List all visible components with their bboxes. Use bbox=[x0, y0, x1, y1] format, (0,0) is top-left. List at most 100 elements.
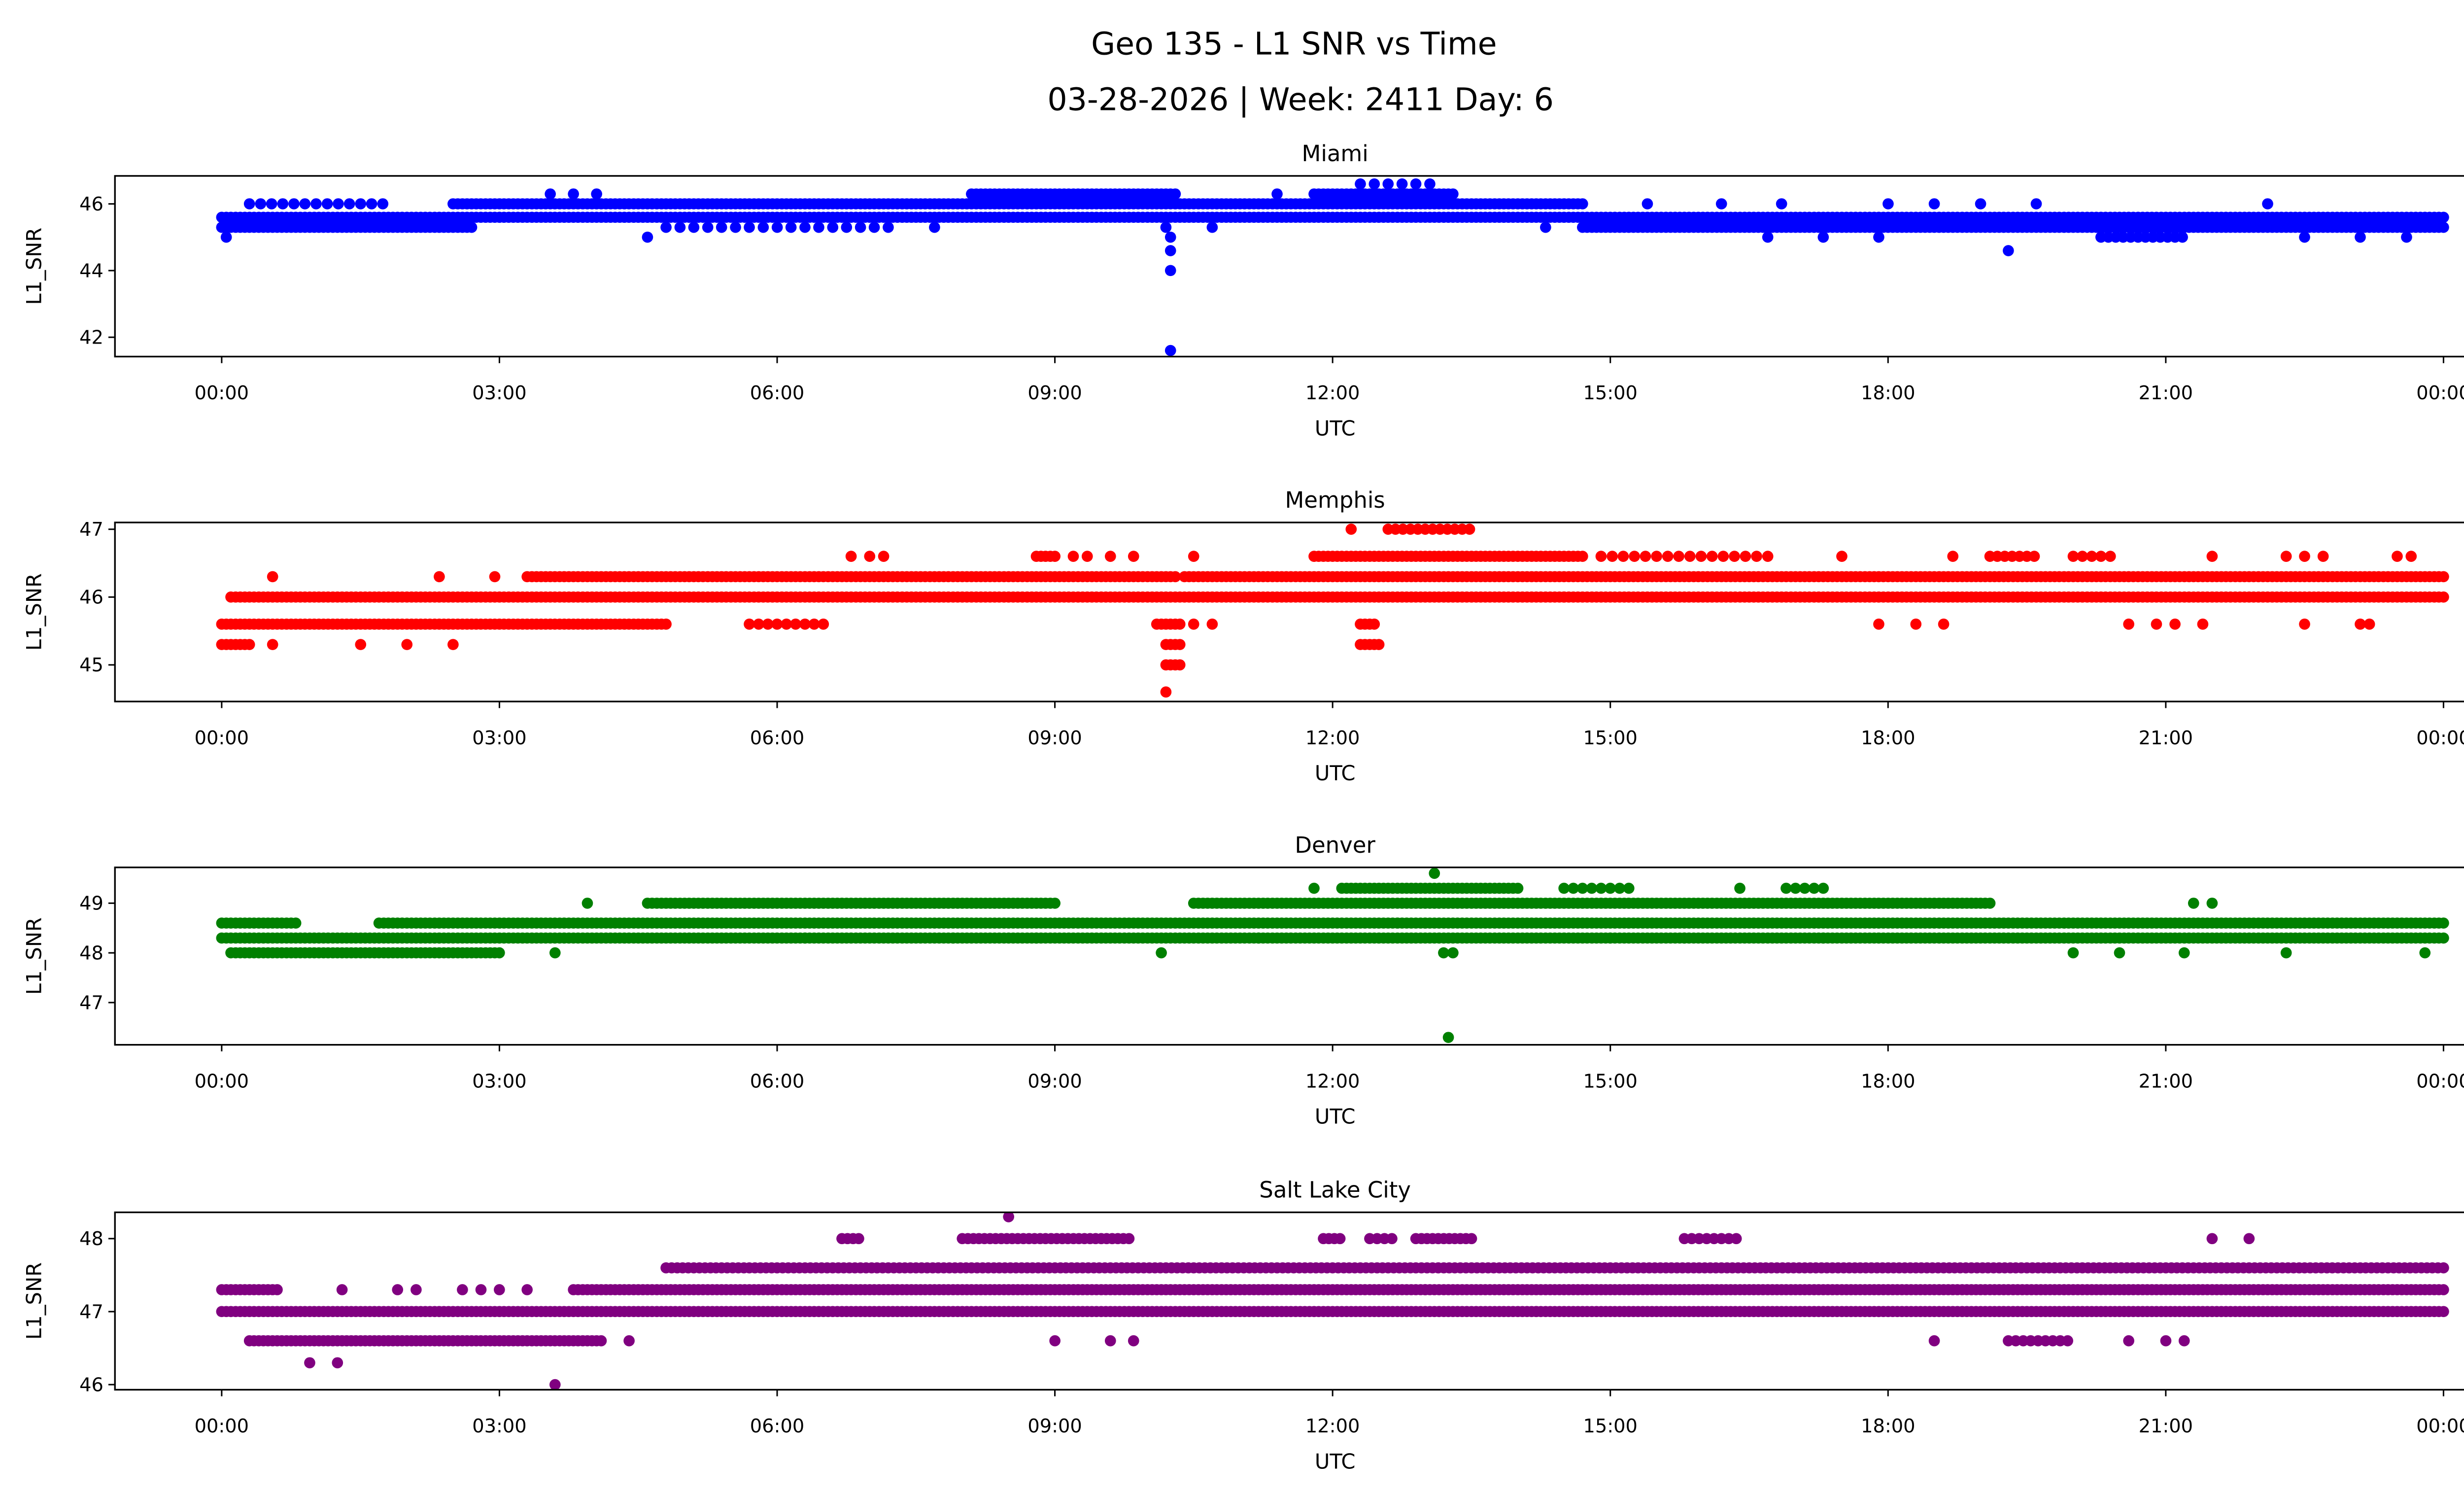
data-point-outlier bbox=[799, 932, 811, 944]
x-tick-label: 18:00 bbox=[1861, 727, 1915, 749]
data-point bbox=[2438, 917, 2449, 929]
data-point-outlier bbox=[2206, 551, 2218, 562]
data-point-outlier bbox=[2188, 898, 2199, 909]
x-tick-label: 12:00 bbox=[1305, 727, 1360, 749]
data-point-outlier bbox=[1104, 551, 1116, 562]
data-point-outlier bbox=[1605, 932, 1616, 944]
data-point-outlier bbox=[1817, 231, 1829, 243]
data-point-outlier bbox=[401, 639, 413, 650]
data-point bbox=[781, 618, 792, 630]
data-point bbox=[1586, 882, 1598, 894]
data-point-outlier bbox=[1836, 551, 1848, 562]
data-point-outlier bbox=[1419, 917, 1431, 929]
x-tick-label: 03:00 bbox=[472, 727, 526, 749]
data-point-outlier bbox=[1817, 932, 1829, 944]
data-point-outlier bbox=[1253, 932, 1265, 944]
data-point-outlier bbox=[1447, 947, 1459, 959]
data-point-outlier bbox=[1164, 345, 1176, 356]
x-axis-label: UTC bbox=[1315, 1105, 1356, 1129]
data-point-outlier bbox=[2405, 551, 2417, 562]
data-point bbox=[343, 198, 355, 209]
data-point-outlier bbox=[1188, 551, 1199, 562]
data-point-outlier bbox=[1734, 882, 1745, 894]
data-point-outlier bbox=[489, 571, 501, 583]
x-tick-label: 18:00 bbox=[1861, 382, 1915, 404]
data-point bbox=[2095, 551, 2107, 562]
data-point bbox=[790, 618, 801, 630]
y-tick-label: 46 bbox=[79, 193, 103, 215]
data-points bbox=[216, 868, 2449, 1043]
data-point bbox=[1740, 551, 1751, 562]
data-point bbox=[688, 221, 700, 233]
data-point bbox=[1576, 551, 1588, 562]
data-point bbox=[243, 198, 255, 209]
data-point-outlier bbox=[1947, 551, 1959, 562]
y-tick-label: 48 bbox=[79, 942, 103, 964]
data-point-outlier bbox=[1030, 932, 1042, 944]
data-point-outlier bbox=[220, 231, 232, 243]
chart-subtitle: 03-28-2026 | Week: 2411 Day: 6 bbox=[1047, 81, 1554, 118]
data-point bbox=[762, 618, 774, 630]
x-axis-label: UTC bbox=[1315, 761, 1356, 785]
data-point-outlier bbox=[2419, 947, 2431, 959]
data-point-outlier bbox=[2317, 551, 2329, 562]
x-tick-label: 18:00 bbox=[1861, 1070, 1915, 1092]
data-point-outlier bbox=[1160, 686, 1172, 698]
data-point bbox=[1595, 882, 1607, 894]
data-point bbox=[2067, 551, 2079, 562]
data-point bbox=[1410, 178, 1422, 190]
data-point bbox=[744, 618, 755, 630]
data-point bbox=[2438, 591, 2449, 603]
chart-title: Geo 135 - L1 SNR vs Time bbox=[1091, 25, 1497, 62]
data-point-outlier bbox=[2280, 551, 2292, 562]
data-point bbox=[1369, 618, 1380, 630]
x-tick-label: 21:00 bbox=[2139, 382, 2193, 404]
data-point bbox=[1369, 178, 1380, 190]
data-point-outlier bbox=[1442, 1032, 1454, 1043]
data-point bbox=[2438, 1284, 2449, 1295]
x-axis-label: UTC bbox=[1315, 416, 1356, 440]
data-point-outlier bbox=[2169, 618, 2181, 630]
data-point bbox=[1808, 882, 1820, 894]
data-point bbox=[841, 221, 853, 233]
data-point bbox=[730, 221, 741, 233]
data-point bbox=[1629, 551, 1640, 562]
x-tick-label: 15:00 bbox=[1583, 1070, 1637, 1092]
data-point-outlier bbox=[642, 231, 653, 243]
data-point bbox=[466, 221, 478, 233]
x-tick-label: 12:00 bbox=[1305, 1070, 1360, 1092]
data-point-outlier bbox=[1308, 882, 1320, 894]
data-point bbox=[1424, 178, 1436, 190]
data-point-outlier bbox=[582, 898, 593, 909]
data-point bbox=[1169, 188, 1181, 200]
y-tick-label: 42 bbox=[79, 327, 103, 349]
data-point bbox=[1595, 551, 1607, 562]
data-point bbox=[771, 221, 783, 233]
data-point-outlier bbox=[2299, 618, 2310, 630]
y-tick-label: 47 bbox=[79, 992, 103, 1014]
y-axis-label: L1_SNR bbox=[22, 228, 46, 305]
data-point-outlier bbox=[1928, 198, 1940, 209]
data-point bbox=[1799, 882, 1811, 894]
x-tick-label: 00:00 bbox=[2416, 1070, 2464, 1092]
data-point bbox=[1780, 882, 1792, 894]
data-point-outlier bbox=[2262, 198, 2273, 209]
data-point bbox=[1751, 551, 1762, 562]
data-point bbox=[288, 198, 300, 209]
data-point bbox=[255, 198, 267, 209]
data-point bbox=[1568, 882, 1579, 894]
data-point-outlier bbox=[1882, 198, 1894, 209]
data-point bbox=[808, 618, 820, 630]
data-point-outlier bbox=[2067, 947, 2079, 959]
data-point-outlier bbox=[878, 551, 890, 562]
x-tick-label: 00:00 bbox=[2416, 727, 2464, 749]
data-point-outlier bbox=[1678, 932, 1690, 944]
data-point-outlier bbox=[864, 551, 876, 562]
data-point-outlier bbox=[1164, 245, 1176, 256]
data-point bbox=[2062, 1335, 2073, 1347]
data-point bbox=[1382, 178, 1394, 190]
data-point-outlier bbox=[1873, 231, 1884, 243]
data-point-outlier bbox=[545, 188, 556, 200]
